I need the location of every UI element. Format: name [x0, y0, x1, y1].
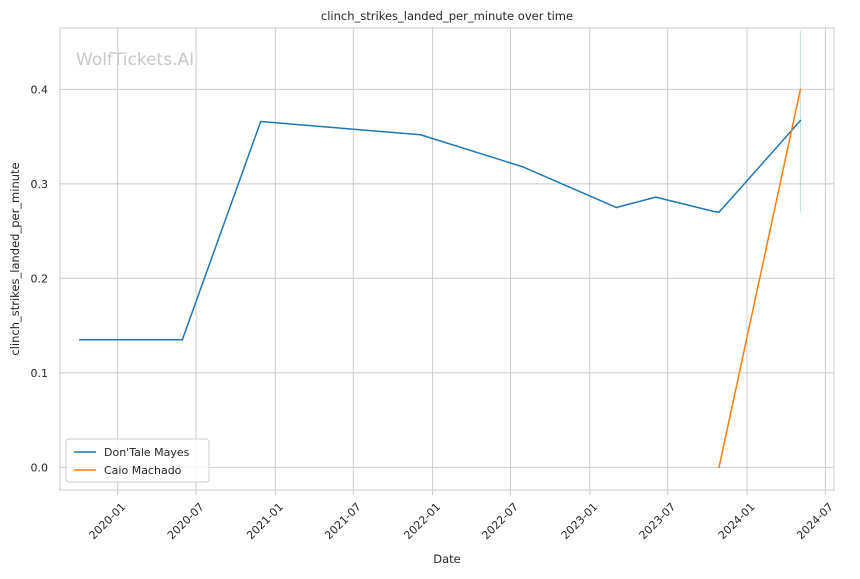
x-tick-label: 2020-01 [87, 500, 129, 542]
y-tick-label: 0.4 [31, 83, 49, 96]
x-tick-label: 2020-07 [165, 500, 207, 542]
x-tick-label: 2023-07 [637, 500, 679, 542]
legend: Don'Tale Mayes Caio Machado [65, 438, 210, 483]
x-tick-label: 2024-01 [716, 500, 758, 542]
plot-frame [59, 27, 835, 491]
x-tick-label: 2021-07 [322, 500, 364, 542]
y-axis-title: clinch_strikes_landed_per_minute [8, 162, 22, 355]
x-tick-label: 2021-01 [244, 500, 286, 542]
x-tick-label: 2022-01 [401, 500, 443, 542]
y-tick-label: 0.3 [31, 178, 49, 191]
series-layer [79, 88, 802, 469]
legend-items: Don'Tale Mayes Caio Machado [74, 446, 190, 477]
grid-layer [60, 28, 834, 490]
y-tick-label: 0.1 [31, 367, 49, 380]
x-axis-title: Date [433, 552, 461, 566]
legend-label-0: Don'Tale Mayes [104, 446, 190, 459]
x-tick-label: 2024-07 [794, 500, 836, 542]
y-tick-label: 0.0 [31, 461, 49, 474]
series-line-1 [718, 88, 802, 469]
x-tick-label: 2023-01 [559, 500, 601, 542]
legend-box [65, 438, 210, 483]
x-tick-label: 2022-07 [479, 500, 521, 542]
legend-label-1: Caio Machado [104, 464, 182, 477]
watermark: WolfTickets.AI [76, 50, 194, 70]
y-tick-label: 0.2 [31, 272, 49, 285]
series-line-0 [79, 119, 802, 341]
chart-title: clinch_strikes_landed_per_minute over ti… [321, 9, 573, 23]
